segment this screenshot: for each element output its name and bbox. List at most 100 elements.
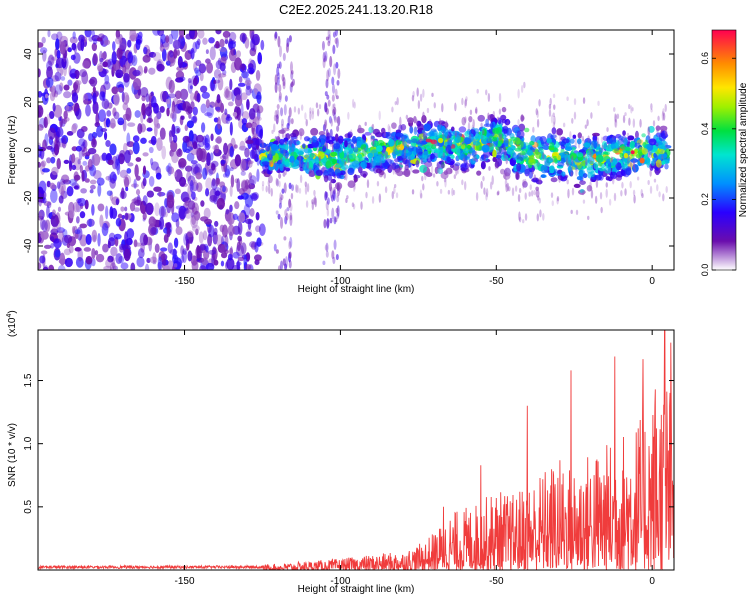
spectrogram-signal-cell [620, 143, 626, 150]
spectrogram-halo-cell [591, 142, 594, 150]
spectrogram-halo-cell [453, 174, 457, 179]
spectrogram-noise-cell [170, 140, 178, 152]
spectrogram-signal-cell [526, 149, 533, 156]
spectrogram-halo-cell [521, 219, 525, 224]
spectrogram-halo-cell [309, 166, 312, 173]
spectrogram-streak-cell [290, 70, 294, 75]
spectrogram-noise-cell [88, 133, 94, 142]
spectrogram-streak-cell [277, 35, 281, 48]
spectrogram-noise-cell [184, 135, 191, 142]
spectrogram-streak-cell [282, 52, 286, 62]
spectrogram-streak-cell [327, 30, 331, 39]
spectrogram-halo-cell [536, 110, 539, 119]
spectrogram-streak-cell [277, 213, 281, 220]
spectrogram-halo-cell [298, 153, 301, 164]
spectrogram-noise-cell [46, 113, 51, 125]
spectrogram-streak-cell [324, 244, 328, 251]
spectrogram-halo-cell [469, 133, 472, 140]
spectrogram-halo-cell [405, 114, 409, 120]
spectrogram-halo-cell [483, 154, 487, 163]
spectrogram-noise-cell [186, 120, 194, 129]
spectrogram-halo-cell [333, 115, 337, 123]
spectrogram-streak-cell [336, 125, 340, 132]
spectrogram-noise-cell [204, 142, 211, 151]
spectrogram-streak-cell [273, 243, 277, 252]
spectrogram-halo-cell [464, 98, 468, 107]
spectrogram-noise-cell [125, 94, 130, 104]
spectrogram-noise-cell [215, 177, 219, 187]
snr-y-tick-label: 1.5 [23, 373, 34, 387]
spectrogram-signal-cell [376, 145, 383, 152]
spectrogram-noise-cell [75, 145, 82, 152]
spectrogram-halo-cell [353, 101, 356, 109]
spectrogram-noise-cell [187, 200, 196, 210]
spectrogram-noise-cell [195, 148, 200, 157]
spectrogram-y-tick-label: -40 [23, 238, 34, 253]
spectrogram-noise-cell [51, 33, 59, 41]
spectrogram-halo-cell [613, 192, 617, 202]
spectrogram-halo-cell [311, 151, 314, 158]
spectrogram-halo-cell [456, 164, 460, 175]
spectrogram-halo-cell [487, 92, 491, 102]
spectrogram-noise-cell [258, 223, 266, 237]
spectrogram-halo-cell [433, 102, 436, 109]
spectrogram-noise-cell [44, 219, 51, 232]
spectrogram-halo-cell [665, 185, 668, 194]
spectrogram-noise-cell [111, 155, 119, 170]
spectrogram-noise-cell [88, 218, 92, 228]
spectrogram-signal-cell [330, 151, 338, 157]
spectrogram-noise-cell [41, 168, 50, 173]
spectrogram-streak-cell [275, 249, 279, 254]
spectrogram-noise-cell [111, 207, 118, 220]
spectrogram-halo-cell [442, 152, 445, 159]
spectrogram-noise-cell [101, 98, 110, 110]
spectrogram-noise-cell [125, 237, 133, 246]
spectrogram-halo-cell [338, 184, 341, 193]
spectrogram-halo-cell [536, 213, 539, 222]
spectrogram-halo-cell [506, 119, 510, 126]
spectrogram-signal-cell [341, 164, 349, 170]
spectrogram-signal-cell [573, 183, 581, 189]
spectrogram-noise-cell [247, 67, 255, 74]
spectrogram-signal-cell [581, 160, 586, 167]
spectrogram-signal-cell [375, 131, 383, 138]
spectrogram-halo-cell [308, 167, 312, 178]
spectrogram-signal-cell [661, 160, 666, 166]
spectrogram-signal-cell [630, 158, 639, 163]
spectrogram-noise-cell [239, 32, 247, 43]
spectrogram-streak-cell [278, 202, 282, 209]
spectrogram-signal-cell [586, 185, 593, 192]
spectrogram-noise-cell [127, 122, 136, 127]
spectrogram-halo-cell [273, 161, 277, 170]
spectrogram-signal-cell [421, 115, 427, 124]
spectrogram-noise-cell [58, 195, 64, 204]
spectrogram-halo-cell [476, 88, 479, 94]
spectrogram-noise-cell [122, 64, 127, 75]
spectrogram-signal-cell [604, 166, 612, 174]
spectrogram-halo-cell [582, 199, 586, 204]
spectrogram-halo-cell [605, 182, 608, 188]
spectrogram-noise-cell [114, 158, 121, 171]
spectrogram-noise-cell [206, 152, 211, 167]
spectrogram-streak-cell [326, 94, 330, 100]
spectrogram-noise-cell [48, 110, 55, 120]
spectrogram-noise-cell [115, 253, 123, 265]
spectrogram-noise-cell [203, 207, 211, 219]
spectrogram-halo-cell [558, 176, 561, 183]
spectrogram-streak-cell [336, 79, 340, 86]
spectrogram-halo-cell [387, 123, 390, 131]
spectrogram-noise-cell [214, 144, 220, 154]
spectrogram-signal-cell [445, 144, 452, 153]
spectrogram-noise-cell [190, 116, 197, 123]
spectrogram-noise-cell [204, 112, 213, 117]
spectrogram-halo-cell [664, 129, 668, 137]
spectrogram-streak-cell [328, 181, 332, 192]
spectrogram-signal-cell [615, 162, 622, 171]
spectrogram-halo-cell [336, 116, 339, 124]
spectrogram-halo-cell [304, 181, 308, 187]
spectrogram-noise-cell [143, 46, 148, 55]
spectrogram-noise-cell [209, 46, 216, 61]
spectrogram-halo-cell [347, 158, 350, 164]
spectrogram-noise-cell [201, 91, 210, 99]
spectrogram-noise-cell [91, 248, 96, 260]
